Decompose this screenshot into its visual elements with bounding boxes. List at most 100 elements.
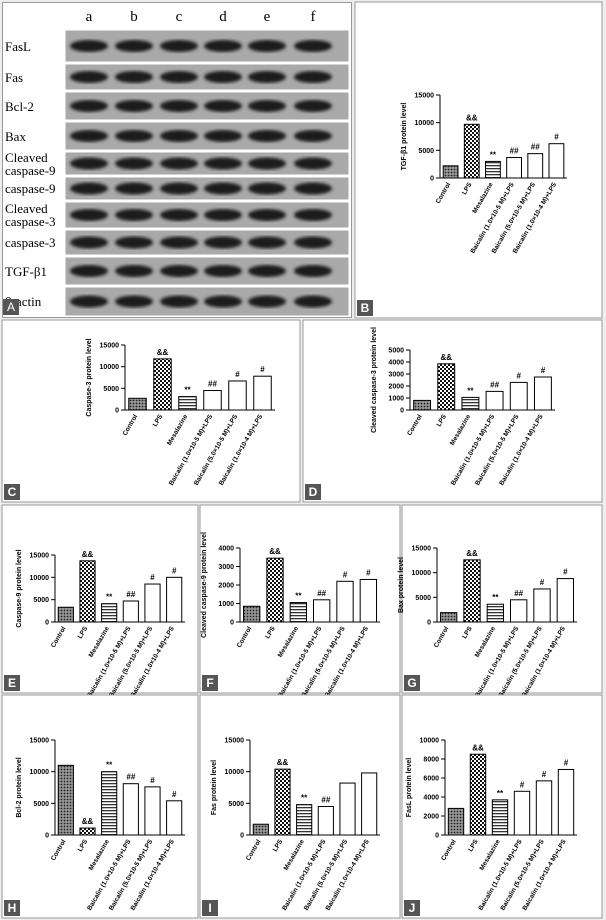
bar bbox=[228, 380, 247, 411]
blot-band bbox=[160, 157, 198, 170]
y-axis-label: TGF-β1 protein level bbox=[401, 103, 408, 171]
blot-band bbox=[160, 209, 198, 221]
y-tick-label: 0 bbox=[430, 176, 434, 183]
y-tick-label: 2000 bbox=[218, 583, 234, 590]
lane-label: b bbox=[130, 9, 138, 25]
significance-mark: ** bbox=[301, 794, 308, 803]
y-tick-label: 0 bbox=[435, 833, 439, 840]
blot-band bbox=[294, 295, 332, 308]
panel-letter: C bbox=[8, 485, 17, 499]
blot-band bbox=[248, 209, 286, 221]
blot-band bbox=[70, 40, 108, 52]
blot-band bbox=[248, 157, 286, 170]
significance-mark: ** bbox=[492, 593, 499, 602]
lane-label: e bbox=[263, 9, 271, 25]
panel-letter: D bbox=[309, 485, 318, 499]
blot-band bbox=[294, 40, 332, 52]
blot-band bbox=[294, 100, 332, 112]
blot-band bbox=[160, 295, 198, 308]
bar bbox=[57, 606, 74, 623]
bar bbox=[153, 358, 172, 411]
blot-band bbox=[294, 71, 332, 83]
blot-band bbox=[70, 295, 108, 308]
blot-band bbox=[115, 157, 153, 170]
blot-band bbox=[70, 130, 108, 142]
y-axis-label: FasL protein level bbox=[406, 758, 413, 817]
bar bbox=[313, 599, 331, 623]
y-tick-label: 0 bbox=[427, 620, 431, 627]
significance-mark: ** bbox=[106, 593, 113, 602]
y-tick-label: 4000 bbox=[423, 795, 439, 802]
panel-frame bbox=[1, 319, 301, 503]
blot-band bbox=[160, 236, 198, 249]
significance-mark: # bbox=[235, 370, 240, 379]
significance-mark: ** bbox=[295, 592, 302, 601]
panel-letter-box bbox=[305, 484, 321, 500]
blot-band bbox=[204, 100, 242, 112]
significance-mark: # bbox=[542, 770, 547, 779]
blot-band bbox=[294, 265, 332, 277]
bar bbox=[253, 375, 272, 411]
bar bbox=[289, 602, 307, 623]
blot-band bbox=[160, 182, 198, 195]
y-tick-label: 0 bbox=[400, 408, 404, 415]
blot-band bbox=[115, 182, 153, 195]
bar bbox=[485, 390, 504, 411]
significance-mark: ** bbox=[490, 150, 497, 159]
blot-band bbox=[204, 265, 242, 277]
panel-letter: J bbox=[409, 901, 416, 915]
bar bbox=[243, 605, 261, 623]
row-label: TGF-β1 bbox=[5, 263, 48, 279]
significance-mark: # bbox=[172, 790, 177, 799]
panel-letter: H bbox=[8, 901, 17, 915]
bar bbox=[128, 397, 147, 411]
blot-band bbox=[248, 265, 286, 277]
panel-letter-box bbox=[357, 300, 373, 316]
significance-mark: # bbox=[150, 776, 155, 785]
significance-mark: ** bbox=[497, 789, 504, 798]
y-tick-label: 15000 bbox=[30, 738, 50, 745]
significance-mark: ## bbox=[321, 796, 330, 805]
bar bbox=[178, 396, 197, 411]
y-tick-label: 10000 bbox=[30, 769, 50, 776]
significance-mark: && bbox=[277, 758, 289, 767]
y-tick-label: 15000 bbox=[415, 93, 435, 100]
significance-mark: ** bbox=[106, 761, 113, 770]
y-tick-label: 3000 bbox=[388, 372, 404, 379]
bar bbox=[339, 782, 356, 836]
significance-mark: # bbox=[564, 758, 569, 767]
row-label: caspase-9 bbox=[5, 181, 56, 196]
panel-letter: A bbox=[3, 299, 19, 315]
bar bbox=[101, 771, 118, 836]
bar bbox=[485, 160, 501, 179]
bar bbox=[122, 783, 139, 836]
blot-band bbox=[115, 265, 153, 277]
bar bbox=[548, 143, 565, 179]
bar bbox=[101, 603, 118, 623]
significance-mark: ## bbox=[531, 143, 540, 152]
significance-mark: # bbox=[540, 578, 545, 587]
y-tick-label: 4000 bbox=[388, 360, 404, 367]
y-axis-label: Cleaved caspase-9 protein level bbox=[201, 532, 208, 638]
blot-band bbox=[248, 236, 286, 249]
blot-band bbox=[248, 71, 286, 83]
y-tick-label: 15000 bbox=[225, 738, 245, 745]
y-tick-label: 10000 bbox=[100, 364, 120, 371]
blot-band bbox=[294, 157, 332, 170]
bar bbox=[513, 790, 531, 836]
y-tick-label: 15000 bbox=[30, 553, 50, 560]
significance-mark: ## bbox=[126, 590, 135, 599]
y-axis-label: Bcl-2 protein level bbox=[16, 757, 23, 817]
panel-letter: G bbox=[407, 676, 416, 690]
blot-band bbox=[160, 40, 198, 52]
bar bbox=[317, 806, 334, 836]
blot-band bbox=[70, 209, 108, 221]
y-tick-label: 6000 bbox=[423, 776, 439, 783]
y-tick-label: 5000 bbox=[33, 597, 49, 604]
bar bbox=[533, 588, 551, 623]
significance-mark: # bbox=[260, 365, 265, 374]
panel-frame bbox=[199, 504, 401, 694]
blot-band bbox=[115, 100, 153, 112]
bar bbox=[463, 123, 480, 179]
blot-band bbox=[70, 182, 108, 195]
